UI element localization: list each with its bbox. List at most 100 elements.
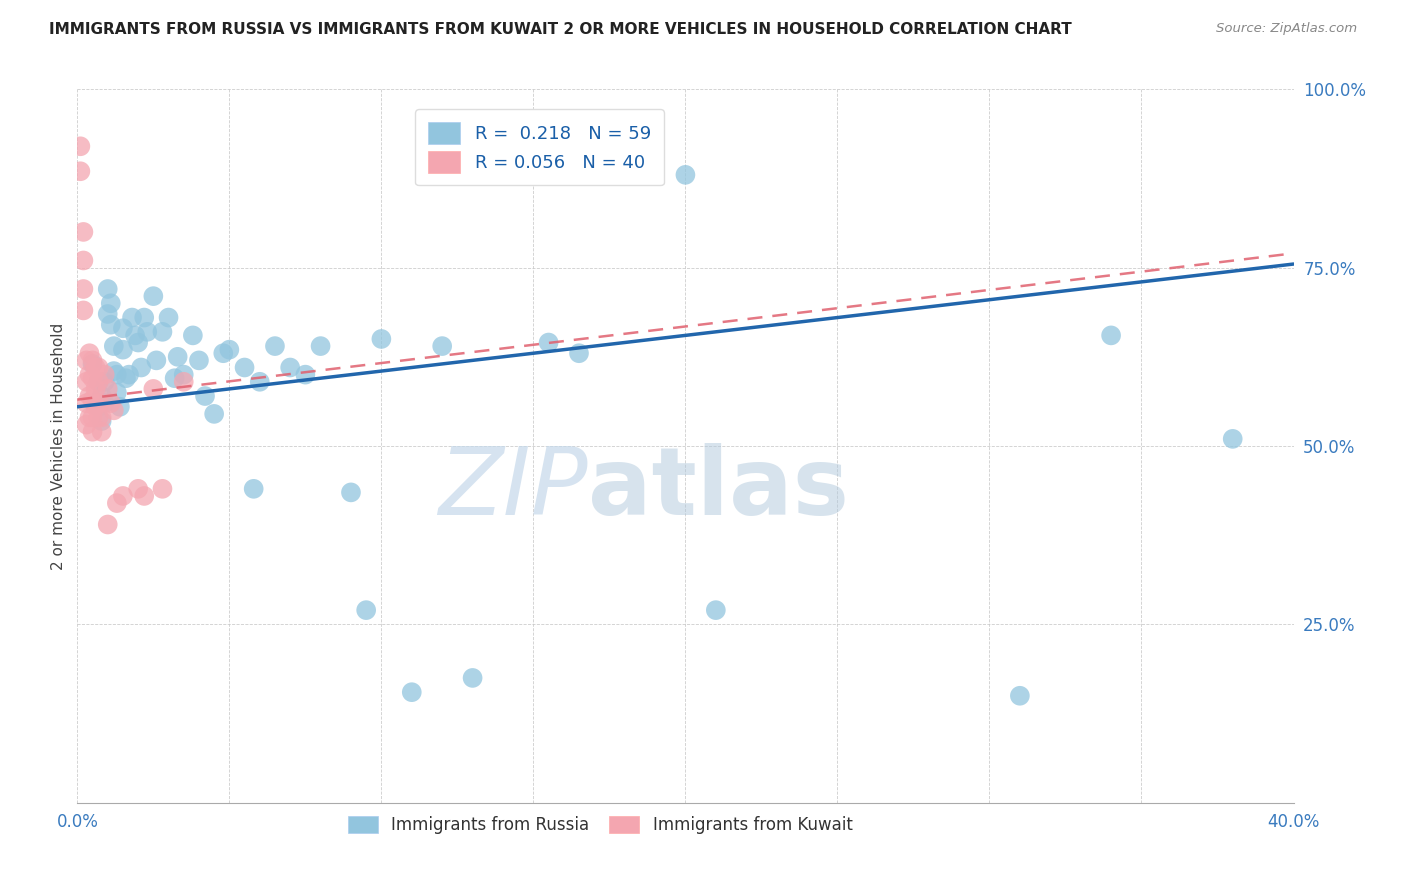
Point (173, 375, 195, 389)
Point (84, 400, 107, 414)
Point (278, 360, 301, 375)
Point (249, 375, 271, 389)
Point (430, 339, 453, 353)
Point (105, 385, 128, 400)
Point (72, 303, 94, 318)
Point (97, 382, 120, 396)
Point (108, 400, 131, 414)
Point (97, 517, 120, 532)
Point (134, 310, 156, 325)
Point (218, 343, 240, 357)
Point (100, 318, 122, 332)
Text: Source: ZipAtlas.com: Source: ZipAtlas.com (1216, 22, 1357, 36)
Point (69, 139, 91, 153)
Point (90, 389, 112, 403)
Point (1008, 689, 1031, 703)
Point (124, 328, 146, 343)
Point (152, 325, 174, 339)
Point (354, 603, 377, 617)
Point (82, 371, 104, 385)
Point (294, 368, 316, 382)
Text: atlas: atlas (588, 442, 849, 535)
Point (115, 371, 138, 385)
Point (90, 425, 112, 439)
Point (82, 392, 104, 407)
Point (111, 489, 134, 503)
Point (100, 396, 122, 410)
Point (93, 375, 115, 389)
Point (1222, 432, 1244, 446)
Point (84, 382, 107, 396)
Point (264, 339, 287, 353)
Point (105, 368, 128, 382)
Point (93, 396, 115, 410)
Point (163, 371, 186, 385)
Point (93, 368, 115, 382)
Point (72, 282, 94, 296)
Point (84, 360, 107, 375)
Point (79, 346, 101, 360)
Point (188, 353, 211, 368)
Point (129, 360, 152, 375)
Point (134, 489, 156, 503)
Point (97, 282, 120, 296)
Point (145, 353, 167, 368)
Point (105, 496, 128, 510)
Point (309, 339, 332, 353)
Point (79, 410, 101, 425)
Point (69, 164, 91, 178)
Point (340, 485, 363, 500)
Legend: Immigrants from Russia, Immigrants from Kuwait: Immigrants from Russia, Immigrants from … (342, 809, 859, 841)
Point (90, 414, 112, 428)
Point (111, 321, 134, 335)
Point (675, 168, 697, 182)
Point (537, 335, 560, 350)
Point (568, 346, 591, 360)
Point (136, 325, 159, 339)
Point (82, 410, 104, 425)
Point (181, 328, 204, 343)
Point (87, 375, 110, 389)
Point (100, 296, 122, 310)
Point (127, 335, 149, 350)
Point (87, 360, 110, 375)
Point (75, 417, 97, 432)
Text: IMMIGRANTS FROM RUSSIA VS IMMIGRANTS FROM KUWAIT 2 OR MORE VEHICLES IN HOUSEHOLD: IMMIGRANTS FROM RUSSIA VS IMMIGRANTS FRO… (49, 22, 1071, 37)
Point (82, 353, 104, 368)
Point (82, 357, 104, 371)
Point (142, 289, 165, 303)
Point (111, 343, 134, 357)
Point (401, 685, 423, 699)
Point (103, 364, 125, 378)
Point (704, 603, 727, 617)
Point (142, 382, 165, 396)
Point (87, 375, 110, 389)
Point (157, 310, 180, 325)
Point (75, 375, 97, 389)
Point (90, 410, 112, 425)
Point (1099, 328, 1122, 343)
Point (152, 482, 174, 496)
Point (79, 368, 101, 382)
Point (173, 368, 195, 382)
Point (242, 482, 264, 496)
Point (103, 403, 125, 417)
Point (87, 410, 110, 425)
Y-axis label: 2 or more Vehicles in Household: 2 or more Vehicles in Household (51, 322, 66, 570)
Point (233, 360, 256, 375)
Point (127, 482, 149, 496)
Point (121, 310, 143, 325)
Point (87, 396, 110, 410)
Point (75, 396, 97, 410)
Point (75, 353, 97, 368)
Point (87, 400, 110, 414)
Point (194, 389, 217, 403)
Point (202, 407, 225, 421)
Point (212, 346, 235, 360)
Point (118, 368, 141, 382)
Point (166, 350, 188, 364)
Point (72, 225, 94, 239)
Point (103, 339, 125, 353)
Point (370, 332, 392, 346)
Point (461, 671, 484, 685)
